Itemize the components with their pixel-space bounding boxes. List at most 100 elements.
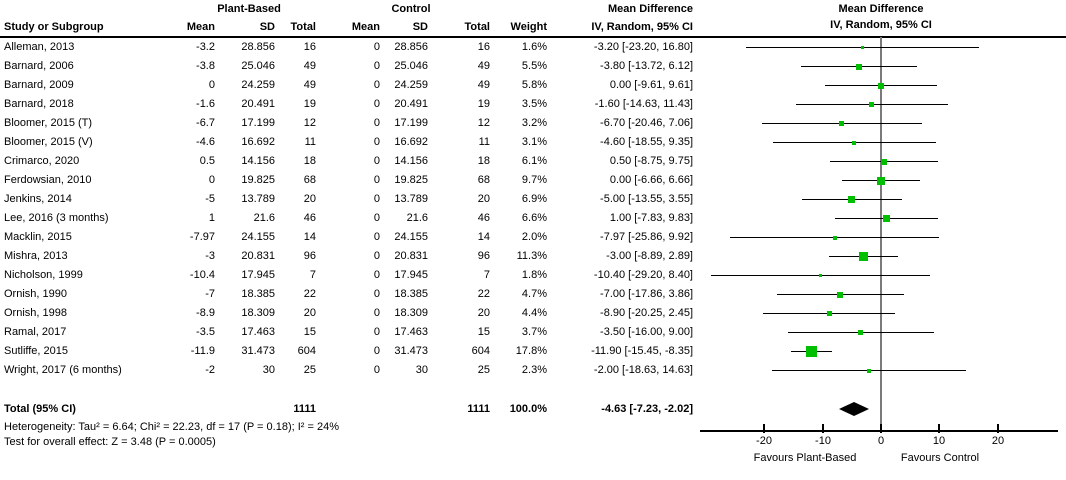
study-row-table: Ornish, 1990 -7 18.385 22 0 18.385 22 4.7% -7.00… [0,285,1066,304]
effect-marker [877,177,885,185]
spacer [380,400,428,419]
study-name: Macklin, 2015 [4,231,72,243]
control-sd: 13.789 [394,193,428,205]
effect-marker [819,274,822,277]
total-control-n: 1111 [467,403,490,415]
col-header-weight: Weight [510,21,547,33]
control-sd: 18.309 [394,307,428,319]
study-row: Ramal, 2017 -3.5 17.463 15 0 17.463 15 3.7% -3.5… [0,323,1066,342]
control-mean: 0 [373,326,380,338]
weight: 3.2% [521,117,547,129]
study-name: Ornish, 1990 [4,288,67,300]
control-mean: 0 [373,79,380,91]
plant-sd: 24.259 [241,79,275,91]
control-sd: 30 [415,364,428,376]
plant-total: 68 [303,174,316,186]
effect-marker [852,141,856,145]
control-mean: 0 [373,307,380,319]
total-md-ci: -4.63 [-7.23, -2.02] [601,403,693,415]
column-headers: Study or Subgroup Mean SD Total Mean SD … [0,19,693,36]
plant-mean: 0.5 [199,155,215,167]
control-total: 96 [477,250,490,262]
control-total: 46 [477,212,490,224]
plant-sd: 18.309 [241,307,275,319]
effect-marker [839,121,844,126]
effect-marker [806,346,817,357]
zero-line [880,37,883,431]
ci-plot-cell [693,266,1066,285]
plant-sd: 13.789 [241,193,275,205]
control-total: 11 [478,136,490,148]
ci-plot-cell [693,38,1066,57]
control-sd: 21.6 [406,212,428,224]
control-sd: 24.259 [394,79,428,91]
study-name: Bloomer, 2015 (V) [4,136,93,148]
md-ci-text: -7.00 [-17.86, 3.86] [600,288,693,300]
x-axis-tick [880,424,882,433]
md-ci-text: -3.00 [-8.89, 2.89] [606,250,693,262]
total-row: Total (95% CI) 1111 1111 100.0% -4.63 [-… [0,400,693,419]
ci-plot-cell [693,323,1066,342]
control-mean: 0 [373,288,380,300]
ci-plot-cell [693,247,1066,266]
control-mean: 0 [373,345,380,357]
ci-plot-cell [693,95,1066,114]
plant-mean: -3 [205,250,215,262]
study-name: Sutliffe, 2015 [4,345,69,357]
col-header-study: Study or Subgroup [4,21,104,33]
md-ci-text: -1.60 [-14.63, 11.43] [594,98,693,110]
weight: 6.6% [521,212,547,224]
weight: 9.7% [521,174,547,186]
control-sd: 24.155 [394,231,428,243]
study-row-table: Ornish, 1998 -8.9 18.309 20 0 18.309 20 4.4% -8.… [0,304,1066,323]
control-mean: 0 [373,250,380,262]
control-total: 68 [477,174,490,186]
plant-mean: -1.6 [196,98,215,110]
weight: 3.1% [521,136,547,148]
weight: 3.7% [521,326,547,338]
study-name: Ornish, 1998 [4,307,67,319]
md-ci-text: 1.00 [-7.83, 9.83] [609,212,693,224]
effect-marker [867,369,871,373]
control-mean: 0 [373,174,380,186]
study-row: Lee, 2016 (3 months) 1 21.6 46 0 21.6 46 6.6% 1.… [0,209,1066,228]
study-name: Jenkins, 2014 [4,193,72,205]
md-ci-text: -11.90 [-15.45, -8.35] [591,345,693,357]
plant-total: 604 [297,345,316,357]
ci-plot-cell [693,209,1066,228]
control-mean: 0 [373,269,380,281]
control-sd: 19.825 [394,174,428,186]
ci-plot-cell [693,285,1066,304]
study-row-table: Crimarco, 2020 0.5 14.156 18 0 14.156 18 6.1% 0.… [0,152,1066,171]
plant-total: 46 [303,212,316,224]
study-row: Alleman, 2013 -3.2 28.856 16 0 28.856 16 1.6% -3… [0,38,1066,57]
weight: 1.8% [521,269,547,281]
x-axis-tick-label: 10 [932,435,946,447]
weight: 11.3% [516,250,547,262]
study-row-table: Wright, 2017 (6 months) -2 30 25 0 30 25 2.3% -2… [0,361,1066,380]
x-axis-tick [938,424,940,433]
study-row-table: Ferdowsian, 2010 0 19.825 68 0 19.825 68 9.7% 0.… [0,171,1066,190]
total-plant-n: 1111 [293,403,316,415]
study-row: Bloomer, 2015 (V) -4.6 16.692 11 0 16.692 11 3.… [0,133,1066,152]
plant-mean: -3.5 [196,326,215,338]
plant-sd: 24.155 [241,231,275,243]
study-row: Jenkins, 2014 -5 13.789 20 0 13.789 20 6.9% -5.0… [0,190,1066,209]
plant-sd: 17.199 [241,117,275,129]
study-name: Alleman, 2013 [4,41,75,53]
md-ci-text: -6.70 [-20.46, 7.06] [600,117,693,129]
ci-plot-cell [693,228,1066,247]
study-row: Macklin, 2015 -7.97 24.155 14 0 24.155 14 2.0% -… [0,228,1066,247]
plant-sd: 17.463 [241,326,275,338]
control-sd: 18.385 [394,288,428,300]
study-row-table: Sutliffe, 2015 -11.9 31.473 604 0 31.473 604 17… [0,342,1066,361]
control-sd: 28.856 [394,41,428,53]
plant-mean: -4.6 [196,136,215,148]
weight: 6.1% [521,155,547,167]
md-ci-text: -3.80 [-13.72, 6.12] [600,60,693,72]
control-total: 7 [483,269,490,281]
md-ci-text: -7.97 [-25.86, 9.92] [600,231,693,243]
study-name: Ferdowsian, 2010 [4,174,92,186]
control-total: 18 [477,155,490,167]
plant-total: 20 [303,193,316,205]
